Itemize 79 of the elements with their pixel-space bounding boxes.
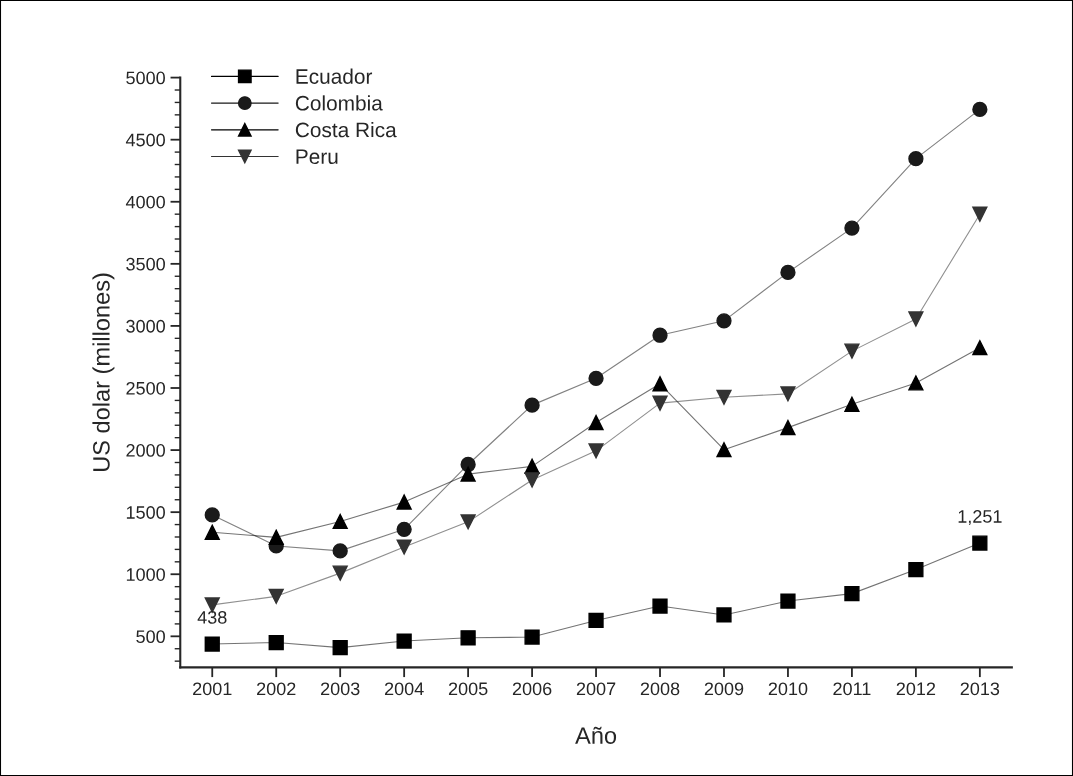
point [268, 634, 284, 651]
y-tick-label: 4500 [125, 133, 165, 147]
x-tick-label: 2005 [448, 682, 488, 696]
point [972, 340, 988, 356]
point [716, 389, 732, 405]
point [652, 598, 668, 614]
point [588, 414, 604, 431]
point [524, 472, 540, 488]
x-axis-title: Año [575, 726, 617, 744]
point [460, 630, 476, 646]
point [396, 633, 412, 649]
point [908, 561, 924, 578]
point [908, 375, 924, 391]
point [524, 397, 540, 413]
x-tick-label: 2006 [512, 682, 552, 696]
y-tick-label: 2500 [126, 381, 165, 395]
point [396, 521, 412, 537]
point [972, 101, 988, 118]
x-tick-label: 2008 [640, 682, 680, 696]
x-tick-label: 2009 [704, 682, 744, 696]
point [652, 395, 668, 411]
point [972, 206, 988, 222]
x-tick-label: 2003 [321, 682, 360, 696]
x-tick-label: 2013 [960, 682, 1000, 696]
point [780, 593, 796, 609]
point [268, 588, 284, 604]
point [204, 507, 220, 523]
y-tick-label: 500 [136, 630, 165, 644]
point [332, 639, 348, 656]
legend-label: Colombia [295, 95, 383, 111]
y-tick-label: 3000 [126, 319, 165, 333]
y-tick-label: 3500 [126, 257, 165, 271]
point [396, 539, 412, 555]
point [844, 585, 860, 602]
y-tick-label: 1500 [126, 506, 165, 519]
point [524, 629, 540, 645]
point [716, 607, 732, 623]
point [716, 442, 732, 458]
point [332, 543, 348, 559]
x-tick-label: 2011 [833, 682, 871, 696]
point [652, 376, 668, 392]
point [204, 524, 220, 540]
point [716, 313, 732, 329]
point [460, 466, 476, 482]
point [332, 513, 348, 530]
point [780, 264, 796, 281]
point [844, 220, 860, 236]
y-axis-title: US dolar (millones) [92, 273, 115, 472]
point [588, 612, 604, 629]
legend-label: Peru [296, 149, 338, 165]
x-tick-label: 2001 [193, 682, 232, 696]
x-tick-label: 2012 [896, 682, 936, 696]
legend-label: Costa Rica [295, 122, 397, 138]
point [460, 514, 476, 530]
point [588, 443, 604, 459]
point [268, 529, 284, 546]
x-tick-label: 2002 [257, 682, 296, 696]
point [332, 565, 348, 581]
point [908, 311, 924, 327]
annotation: 1,251 [958, 510, 1002, 525]
point [204, 636, 220, 652]
annotation: 438 [197, 611, 227, 624]
point [396, 494, 412, 510]
y-tick-label: 5000 [126, 71, 165, 85]
point [588, 370, 604, 386]
point [908, 151, 924, 167]
x-tick-label: 2007 [576, 682, 616, 696]
point [780, 419, 796, 436]
point [844, 396, 860, 412]
point [780, 386, 796, 402]
point [844, 343, 860, 359]
point [972, 535, 988, 551]
x-tick-label: 2004 [384, 682, 424, 696]
y-tick-label: 2000 [126, 444, 165, 457]
x-tick-label: 2010 [768, 682, 808, 696]
y-tick-label: 4000 [125, 195, 165, 209]
legend-label: Ecuador [296, 68, 373, 84]
y-tick-label: 1000 [126, 568, 165, 581]
point [652, 327, 668, 343]
